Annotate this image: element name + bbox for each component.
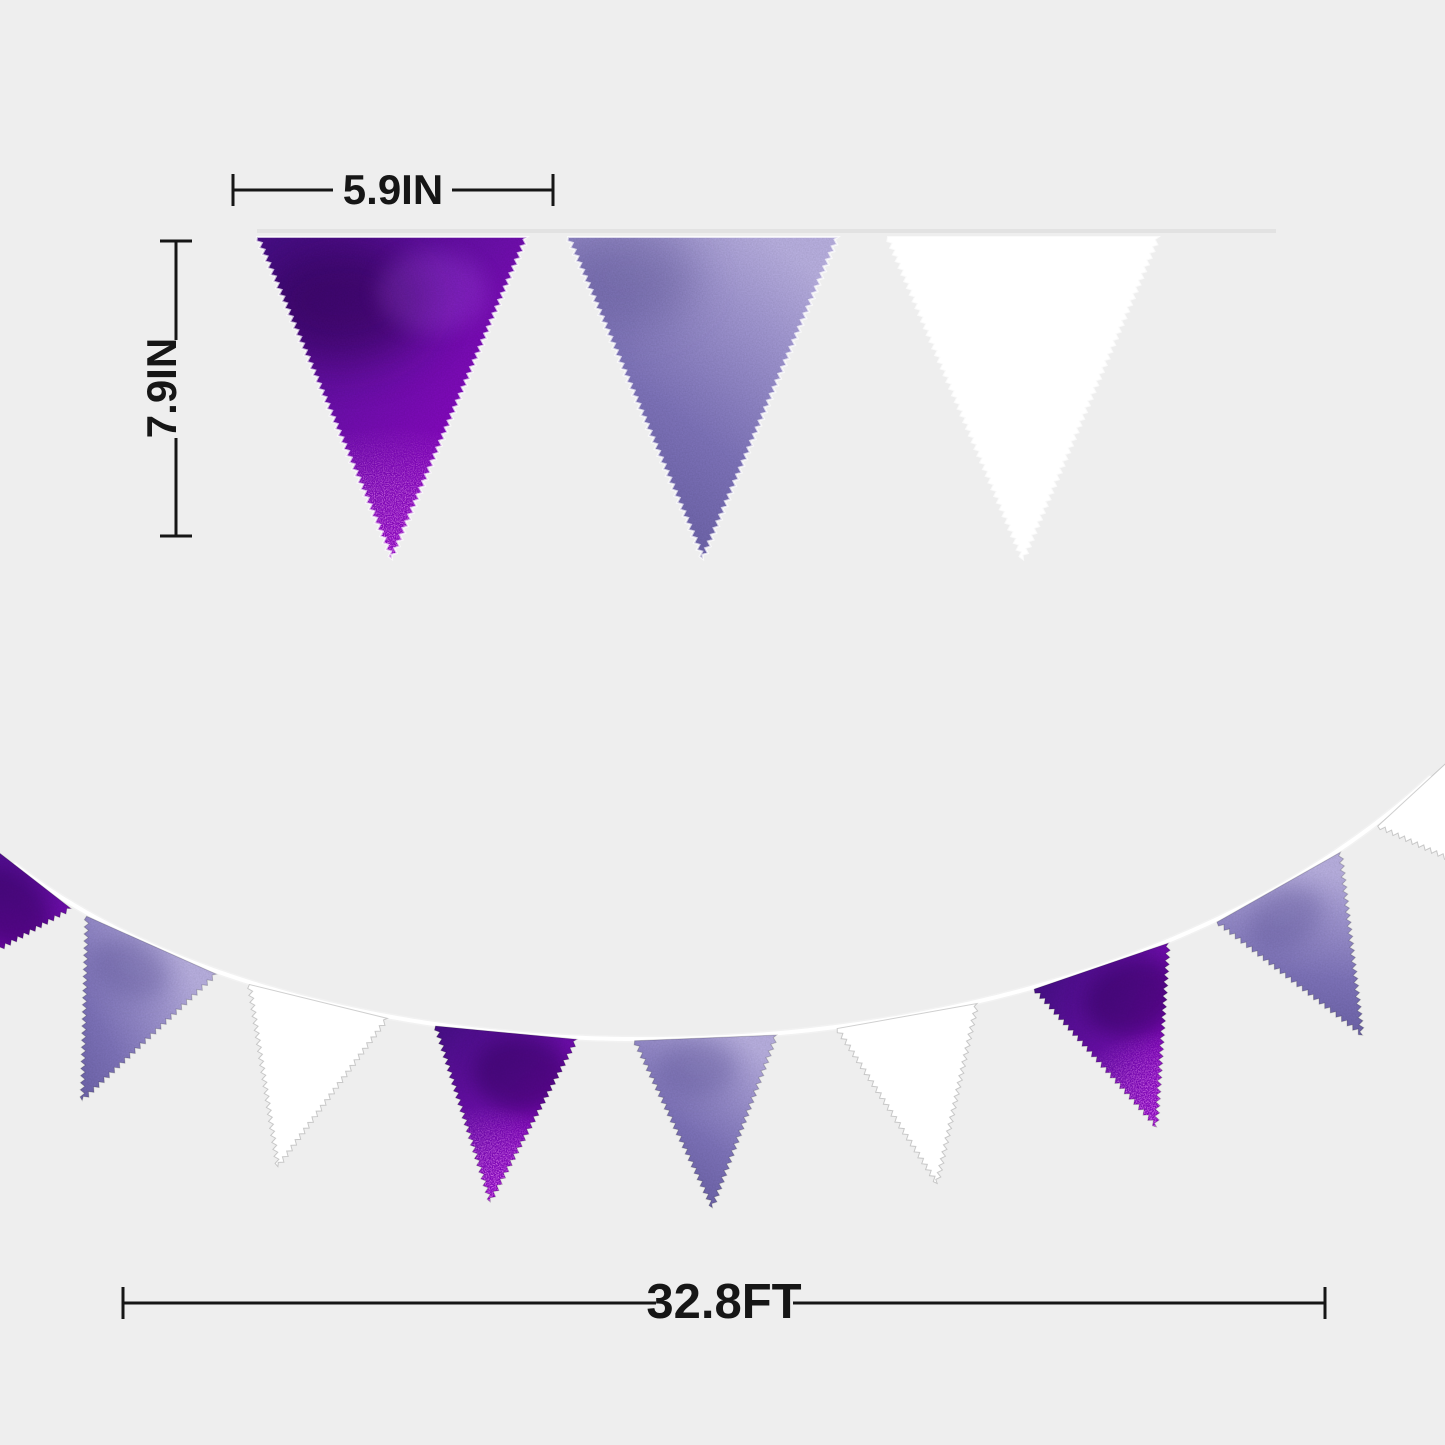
svg-text:5.9IN: 5.9IN xyxy=(343,166,443,213)
svg-text:32.8FT: 32.8FT xyxy=(646,1275,801,1329)
svg-text:7.9IN: 7.9IN xyxy=(138,338,185,438)
